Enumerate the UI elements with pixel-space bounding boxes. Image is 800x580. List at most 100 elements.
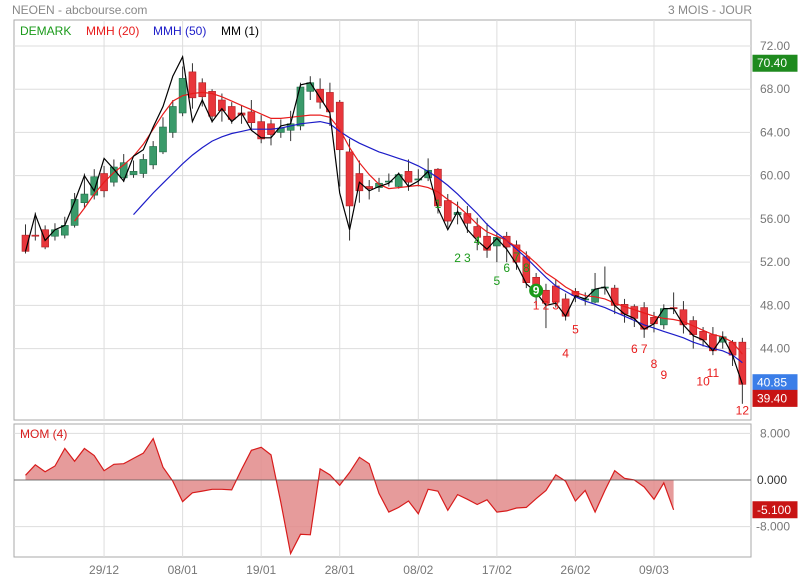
demark-sell-count: 7 bbox=[641, 342, 648, 356]
price-panel bbox=[13, 19, 752, 421]
demark-buy-count: 8 bbox=[523, 261, 530, 275]
candle-up bbox=[159, 126, 167, 153]
candle-down bbox=[198, 82, 207, 98]
candle-down bbox=[316, 88, 324, 103]
price-y-tick: 44.00 bbox=[760, 342, 790, 356]
candle-up bbox=[414, 178, 423, 181]
price-y-tick: 72.00 bbox=[760, 39, 790, 53]
legend-mom4: MOM (4) bbox=[20, 427, 67, 441]
candle-down bbox=[208, 91, 216, 117]
demark-sell-count: 6 bbox=[631, 342, 638, 356]
candle-up bbox=[80, 193, 89, 204]
legend-demark: DEMARK bbox=[20, 24, 71, 38]
candle-down bbox=[227, 106, 236, 120]
candle-down bbox=[257, 121, 265, 140]
demark-buy-count: 2 bbox=[454, 251, 461, 265]
x-tick-label: 17/02 bbox=[482, 563, 512, 577]
momentum-line bbox=[25, 437, 675, 556]
candle-down bbox=[630, 306, 639, 319]
momentum-tag: -5.100 bbox=[757, 503, 791, 517]
demark-sell-count: 1 bbox=[533, 299, 540, 313]
demark-sell-count: 4 bbox=[562, 346, 569, 360]
demark-sell-count: 5 bbox=[572, 323, 579, 337]
demark-buy-count: 6 bbox=[503, 261, 510, 275]
price-tag: 70.40 bbox=[757, 56, 787, 70]
demark-sell-count: 11 bbox=[707, 366, 720, 380]
mm1-line bbox=[24, 54, 743, 385]
candle-down bbox=[443, 200, 452, 222]
x-tick-label: 29/12 bbox=[89, 563, 119, 577]
candle-down bbox=[326, 92, 334, 113]
x-tick-label: 19/01 bbox=[246, 563, 276, 577]
candle-up bbox=[394, 174, 403, 187]
price-y-tick: 60.00 bbox=[760, 169, 790, 183]
price-tag: 39.40 bbox=[757, 391, 787, 405]
candle-up bbox=[169, 106, 177, 133]
legend-mmh50: MMH (50) bbox=[153, 24, 206, 38]
candle-down bbox=[345, 151, 354, 207]
candle-up bbox=[70, 199, 79, 226]
demark-buy-count: 7 bbox=[513, 250, 520, 264]
candle-down bbox=[483, 235, 491, 251]
candle-up bbox=[139, 159, 148, 174]
candle-down bbox=[738, 341, 747, 385]
price-y-tick: 48.00 bbox=[760, 298, 790, 312]
candle-up bbox=[385, 180, 393, 183]
price-tag-bg bbox=[752, 389, 798, 407]
price-tag-bg bbox=[752, 54, 798, 72]
chart-period-label: 3 MOIS - JOUR bbox=[668, 3, 752, 17]
demark-sell-count: 9 bbox=[660, 368, 667, 382]
mmh50-line bbox=[133, 120, 743, 364]
legend-mm1: MM (1) bbox=[221, 24, 259, 38]
demark-highlight-circle bbox=[529, 283, 544, 298]
demark-sell-count: 10 bbox=[696, 374, 710, 388]
momentum-layer bbox=[14, 437, 751, 556]
demark-sell-count: 8 bbox=[651, 357, 658, 371]
demark-buy-count: 4 bbox=[474, 234, 481, 248]
candle-up bbox=[119, 162, 128, 179]
price-y-tick: 64.00 bbox=[760, 125, 790, 139]
price-legend: DEMARK MMH (20) MMH (50) MM (1) bbox=[20, 24, 259, 38]
candle-down bbox=[502, 235, 511, 248]
price-y-tick: 56.00 bbox=[760, 212, 790, 226]
moving-averages-layer bbox=[24, 54, 743, 385]
candle-down bbox=[512, 244, 521, 263]
chart-source-title: NEOEN - abcbourse.com bbox=[12, 3, 147, 17]
candle-up bbox=[110, 166, 118, 183]
candle-down bbox=[542, 289, 550, 304]
candle-down bbox=[31, 234, 40, 237]
x-tick-label: 08/01 bbox=[168, 563, 198, 577]
demark-buy-count: 9 bbox=[533, 284, 540, 298]
demark-sell-count: 3 bbox=[552, 299, 559, 313]
candle-down bbox=[41, 229, 49, 248]
candle-down bbox=[188, 71, 197, 99]
candle-down bbox=[218, 99, 226, 112]
candles-layer bbox=[21, 63, 747, 404]
demark-sell-count: 12 bbox=[736, 404, 750, 418]
candle-up bbox=[453, 212, 462, 215]
x-tick-label: 28/01 bbox=[325, 563, 355, 577]
momentum-tag-bg bbox=[752, 471, 798, 489]
momentum-y-tick: 8.000 bbox=[760, 426, 790, 440]
legend-mmh20: MMH (20) bbox=[86, 24, 139, 38]
candle-down bbox=[335, 101, 344, 151]
x-tick-label: 26/02 bbox=[560, 563, 590, 577]
candle-down bbox=[473, 226, 482, 238]
x-tick-label: 09/03 bbox=[639, 563, 669, 577]
momentum-y-tick: -8.000 bbox=[756, 520, 790, 534]
demark-buy-count: 1 bbox=[435, 197, 442, 211]
x-tick-label: 08/02 bbox=[403, 563, 433, 577]
price-y-tick: 52.00 bbox=[760, 255, 790, 269]
candle-down bbox=[247, 111, 256, 124]
demark-buy-count: 5 bbox=[494, 274, 501, 288]
momentum-tag: 0.000 bbox=[757, 473, 787, 487]
momentum-tag-bg bbox=[752, 501, 798, 519]
price-tag: 40.85 bbox=[757, 376, 787, 390]
axes-layer: 72.00 68.00 64.00 60.00 56.00 52.00 48.00 44.00… bbox=[89, 39, 798, 577]
candle-up bbox=[659, 308, 668, 326]
candle-up bbox=[90, 176, 99, 196]
demark-buy-count: 3 bbox=[464, 251, 471, 265]
candle-down bbox=[404, 171, 413, 183]
